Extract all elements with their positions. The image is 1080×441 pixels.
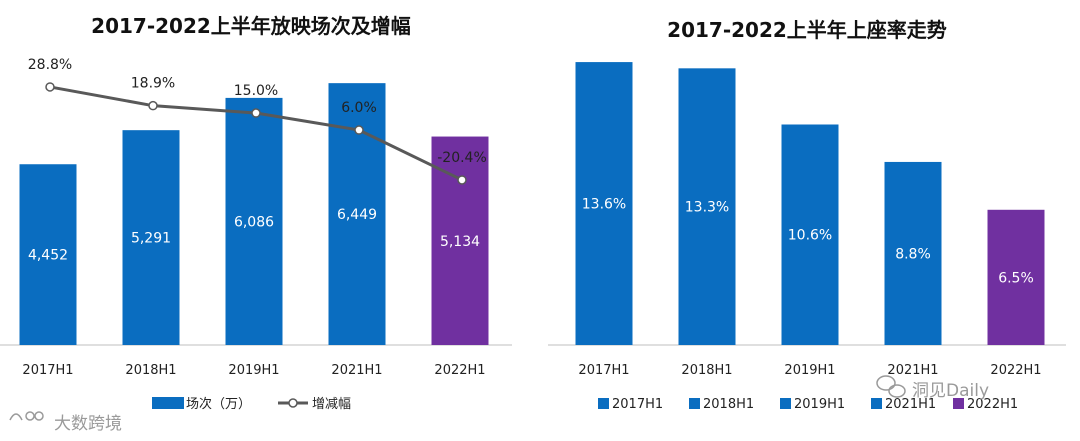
chart1-bar-label-2017H1: 4,452 (28, 248, 68, 264)
chart1-legend-line-marker (288, 398, 298, 408)
chart2-bar-label-2021H1: 8.8% (895, 246, 931, 262)
chart1-growth-label-2021H1: 6.0% (341, 100, 377, 116)
chart1-growth-label-2018H1: 18.9% (131, 76, 175, 92)
chart2-bar-2021H1 (884, 161, 942, 345)
chart1-growth-point-2017H1 (45, 82, 55, 92)
chart2-legend-label-2018H1: 2018H1 (703, 397, 754, 412)
chart1-growth-point-2022H1 (457, 175, 467, 185)
chart1-bar-label-2019H1: 6,086 (234, 214, 274, 230)
chart2-bar-label-2018H1: 13.3% (685, 200, 729, 216)
chart2-bar-label-2017H1: 13.6% (582, 197, 626, 213)
chart2-tick-2022H1: 2022H1 (990, 363, 1041, 378)
chart2-tick-2017H1: 2017H1 (578, 363, 629, 378)
chart1-bar-2019H1 (225, 97, 283, 345)
chart1-bar-2018H1 (122, 130, 180, 345)
chart1-legend-line-label: 增减幅 (312, 397, 351, 412)
chart2-tick-2018H1: 2018H1 (681, 363, 732, 378)
chart1-tick-2017H1: 2017H1 (22, 363, 73, 378)
chart2-title: 2017-2022上半年上座率走势 (667, 18, 947, 42)
chart1-title: 2017-2022上半年放映场次及增幅 (91, 14, 411, 38)
chart1-legend: 场次（万） 增减幅 (152, 396, 351, 412)
screenings-chart: 2017-2022上半年放映场次及增幅 4,452 2017H1 5,291 2018H… (0, 14, 512, 412)
chart2-legend-swatch-2021H1 (871, 398, 882, 409)
watermark-left: 大数跨境 (9, 411, 122, 434)
chart1-tick-2021H1: 2021H1 (331, 363, 382, 378)
chart1-growth-point-2019H1 (251, 108, 261, 118)
chart1-bar-2017H1 (19, 164, 77, 345)
chart1-growth-label-2017H1: 28.8% (28, 57, 72, 73)
chart2-legend-swatch-2022H1 (953, 398, 964, 409)
chart2-bar-label-2019H1: 10.6% (788, 228, 832, 244)
wechat-icon (876, 375, 906, 398)
watermark-logo-icon (9, 411, 44, 421)
chart2-bar-2019H1 (781, 124, 839, 345)
chart1-tick-2018H1: 2018H1 (125, 363, 176, 378)
chart1-legend-bar-swatch (152, 397, 184, 409)
chart2-tick-2019H1: 2019H1 (784, 363, 835, 378)
occupancy-chart: 2017-2022上半年上座率走势 13.6% 2017H1 13.3% 2018H1 1… (548, 18, 1066, 412)
chart2-legend: 2017H1 2018H1 2019H1 2021H1 2022H1 (598, 397, 1018, 412)
chart2-bar-2022H1 (987, 209, 1045, 345)
chart1-growth-label-2022H1: -20.4% (437, 150, 487, 166)
chart2-legend-swatch-2019H1 (780, 398, 791, 409)
chart1-bar-label-2022H1: 5,134 (440, 234, 480, 250)
chart2-bar-label-2022H1: 6.5% (998, 270, 1034, 286)
chart2-legend-label-2019H1: 2019H1 (794, 397, 845, 412)
chart2-legend-swatch-2018H1 (689, 398, 700, 409)
chart2-bar-2018H1 (678, 68, 736, 346)
chart1-legend-bar-label: 场次（万） (186, 396, 251, 412)
watermark-right-text: 洞见Daily (912, 381, 989, 401)
chart1-growth-point-2021H1 (354, 125, 364, 135)
watermark-left-text: 大数跨境 (54, 414, 122, 434)
chart2-bar-2017H1 (575, 62, 633, 345)
chart1-growth-point-2018H1 (148, 100, 158, 111)
chart1-bar-label-2018H1: 5,291 (131, 231, 171, 247)
chart2-legend-label-2021H1: 2021H1 (885, 397, 936, 412)
chart2-legend-swatch-2017H1 (598, 398, 609, 409)
chart2-legend-label-2017H1: 2017H1 (612, 397, 663, 412)
chart1-growth-label-2019H1: 15.0% (234, 83, 278, 99)
chart1-bar-label-2021H1: 6,449 (337, 207, 377, 223)
chart1-tick-2019H1: 2019H1 (228, 363, 279, 378)
watermark-right: 洞见Daily (876, 375, 989, 401)
chart2-tick-2021H1: 2021H1 (887, 363, 938, 378)
chart2-legend-label-2022H1: 2022H1 (967, 397, 1018, 412)
chart1-tick-2022H1: 2022H1 (434, 363, 485, 378)
